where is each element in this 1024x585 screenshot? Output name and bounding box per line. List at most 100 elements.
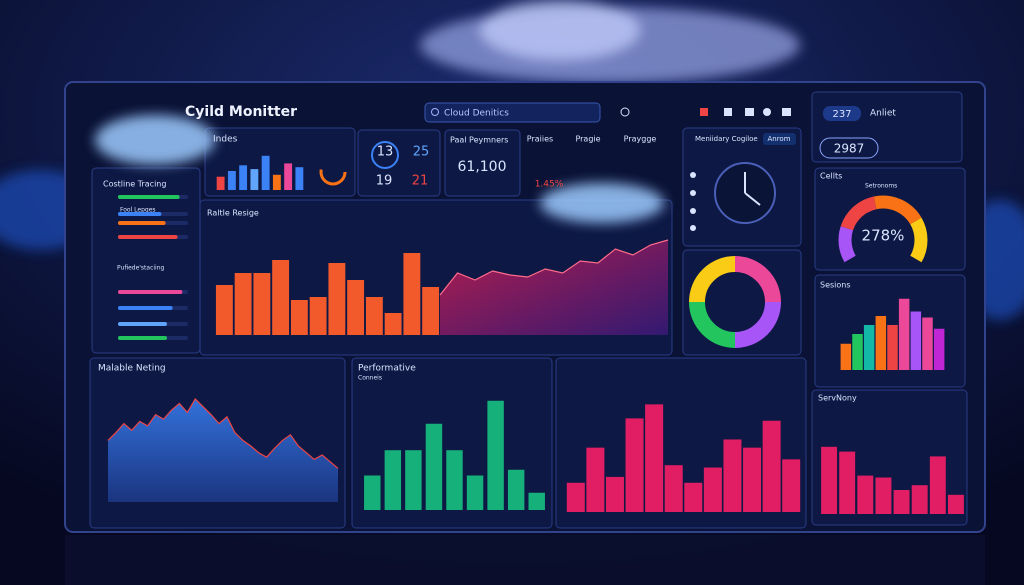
bar bbox=[295, 167, 304, 190]
bar bbox=[405, 450, 422, 510]
ring bbox=[371, 141, 399, 169]
bar bbox=[684, 482, 703, 512]
stat: 13 bbox=[377, 145, 394, 160]
tab[interactable]: Pragie bbox=[575, 135, 600, 144]
icon[interactable] bbox=[690, 172, 696, 178]
bar bbox=[487, 400, 504, 510]
bar bbox=[929, 456, 946, 514]
bar bbox=[922, 317, 933, 370]
side-icons bbox=[690, 172, 696, 231]
bar bbox=[875, 477, 892, 514]
panel-title: Cellts bbox=[820, 172, 842, 181]
clock-hand bbox=[744, 192, 761, 206]
bar bbox=[309, 297, 327, 335]
panel bbox=[444, 129, 521, 197]
bar bbox=[507, 469, 525, 510]
panel-title: Sesions bbox=[820, 281, 851, 290]
stat: 25 bbox=[413, 145, 430, 160]
bar bbox=[723, 439, 742, 512]
bar bbox=[911, 485, 928, 514]
icon[interactable] bbox=[700, 108, 708, 116]
panel-title: Meniidary Cogiloe bbox=[695, 135, 758, 143]
bar bbox=[253, 273, 271, 335]
icon[interactable] bbox=[690, 225, 696, 231]
stat: 19 bbox=[376, 174, 393, 189]
bar bbox=[364, 475, 381, 510]
search-placeholder[interactable]: Cloud Denitics bbox=[444, 109, 509, 119]
progress-bar bbox=[118, 290, 183, 294]
bar bbox=[261, 155, 270, 190]
gauge-value: 278% bbox=[862, 227, 905, 245]
progress-bar bbox=[118, 336, 167, 340]
arc-segment bbox=[873, 195, 922, 225]
bar bbox=[422, 287, 440, 335]
bar bbox=[272, 260, 290, 335]
cloud-decor bbox=[95, 115, 664, 223]
bar bbox=[947, 494, 964, 514]
bar bbox=[887, 325, 898, 370]
progress-bar bbox=[118, 221, 166, 225]
icon[interactable] bbox=[745, 108, 754, 116]
total-pill bbox=[819, 137, 879, 159]
toolbar-icons bbox=[700, 108, 791, 116]
bar bbox=[839, 451, 856, 514]
arc-segment bbox=[734, 301, 781, 348]
bar bbox=[227, 171, 236, 190]
bar bbox=[605, 476, 624, 512]
arc-segment bbox=[734, 256, 781, 303]
bar bbox=[425, 423, 443, 510]
bar bbox=[284, 163, 293, 190]
icon[interactable] bbox=[690, 190, 696, 196]
icon[interactable] bbox=[690, 208, 696, 214]
bar bbox=[215, 285, 233, 335]
bar bbox=[403, 253, 421, 335]
bar bbox=[216, 176, 225, 190]
search-button[interactable] bbox=[620, 107, 630, 117]
account-label: Anliet bbox=[870, 109, 896, 119]
tab[interactable]: Praiies bbox=[527, 135, 553, 144]
area bbox=[108, 398, 338, 502]
bar bbox=[446, 450, 463, 510]
icon[interactable] bbox=[763, 108, 771, 116]
bar bbox=[384, 450, 402, 510]
bar bbox=[586, 447, 605, 512]
button[interactable] bbox=[763, 133, 796, 145]
bar bbox=[528, 492, 545, 510]
arc-segment bbox=[689, 301, 736, 348]
button-label[interactable]: Anrom bbox=[767, 135, 790, 143]
bar bbox=[466, 475, 484, 510]
area bbox=[440, 240, 668, 335]
bar bbox=[347, 280, 365, 335]
app-title: Cyild Monitter bbox=[185, 104, 297, 120]
bar bbox=[893, 490, 910, 514]
arc-segment bbox=[689, 256, 736, 303]
icon[interactable] bbox=[782, 108, 791, 116]
bar bbox=[933, 328, 945, 370]
arc-segment bbox=[910, 217, 928, 263]
bar bbox=[898, 298, 910, 370]
rate: 1.45% bbox=[535, 180, 564, 190]
panel-title: Indes bbox=[213, 135, 238, 145]
bar bbox=[852, 334, 863, 370]
line bbox=[439, 239, 669, 296]
bar bbox=[664, 465, 683, 512]
bar bbox=[645, 404, 664, 512]
bar bbox=[875, 316, 887, 370]
badge[interactable] bbox=[823, 106, 861, 121]
search-box[interactable] bbox=[424, 102, 601, 123]
panel-subtitle: Conneis bbox=[358, 375, 382, 382]
reflection bbox=[65, 535, 985, 585]
search-icon bbox=[431, 108, 439, 116]
sidebar-title: Costline Tracing bbox=[103, 180, 166, 189]
icon[interactable] bbox=[724, 108, 732, 116]
line bbox=[107, 397, 339, 469]
sidebar-group: Pufiede'staciing bbox=[117, 265, 165, 272]
bar bbox=[384, 313, 402, 335]
tab[interactable]: Praygge bbox=[624, 135, 657, 144]
bar bbox=[782, 459, 801, 512]
ring bbox=[319, 158, 347, 186]
progress-bar bbox=[118, 212, 162, 216]
bar bbox=[328, 263, 346, 335]
bar bbox=[703, 467, 722, 512]
